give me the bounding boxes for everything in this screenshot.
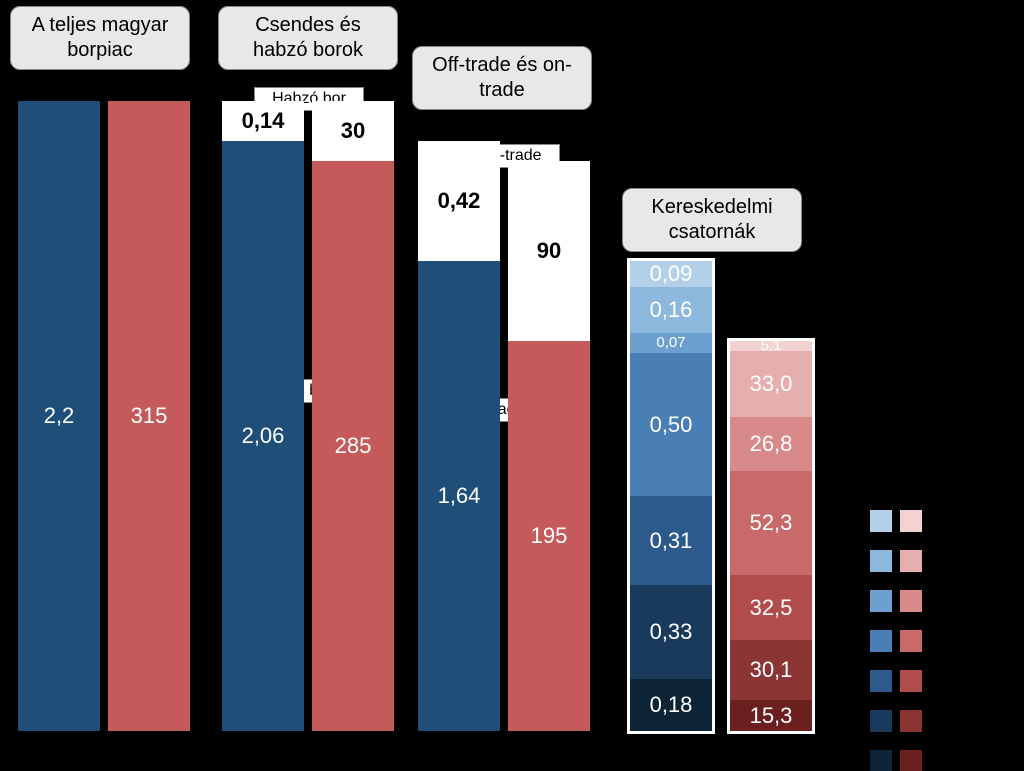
chart-bar: 1,640,42 [418, 141, 500, 731]
legend-swatch-red [900, 510, 922, 532]
bar-segment: 26,8 [730, 417, 812, 471]
legend-swatch-blue [870, 630, 892, 652]
bar-segment: 0,42 [418, 141, 500, 261]
bar-segment: 90 [508, 161, 590, 341]
bar-segment: 0,33 [630, 585, 712, 680]
legend-swatch-blue [870, 590, 892, 612]
legend-swatch-blue [870, 750, 892, 771]
legend-swatch-red [900, 590, 922, 612]
legend-swatch-red [900, 630, 922, 652]
legend-swatch-red [900, 550, 922, 572]
bar-segment: 0,18 [630, 679, 712, 731]
chart-bar: 28530 [312, 101, 394, 731]
legend-swatch-red [900, 750, 922, 771]
legend-swatch-red [900, 710, 922, 732]
chart-bar: 2,060,14 [222, 101, 304, 731]
group-title-total: A teljes magyar borpiac [10, 6, 190, 70]
bar-segment: 30,1 [730, 640, 812, 700]
bar-segment: 2,2 [18, 101, 100, 731]
bar-segment: 52,3 [730, 471, 812, 576]
bar-segment: 5,1 [730, 341, 812, 351]
chart-bar: 15,330,132,552,326,833,05,1 [730, 341, 812, 731]
bar-segment: 0,16 [630, 287, 712, 333]
chart-bar: 315 [108, 101, 190, 731]
bar-segment: 285 [312, 161, 394, 731]
bar-segment: 0,31 [630, 496, 712, 585]
bar-segment: 0,09 [630, 261, 712, 287]
bar-segment: 33,0 [730, 351, 812, 417]
bar-segment: 32,5 [730, 575, 812, 640]
legend-swatch-blue [870, 710, 892, 732]
bar-segment: 0,07 [630, 333, 712, 353]
legend-swatch-blue [870, 550, 892, 572]
bar-segment: 15,3 [730, 700, 812, 731]
bar-segment: 2,06 [222, 141, 304, 731]
legend-swatch-red [900, 670, 922, 692]
group-title-still-sparkling: Csendes és habzó borok [218, 6, 398, 70]
group-title-channels: Kereskedelmi csatornák [622, 188, 802, 252]
chart-bar: 19590 [508, 161, 590, 731]
bar-segment: 1,64 [418, 261, 500, 731]
chart-bar: 0,180,330,310,500,070,160,09 [630, 261, 712, 731]
group-title-off-on: Off-trade és on-trade [412, 46, 592, 110]
bar-segment: 195 [508, 341, 590, 731]
chart-bar: 2,2 [18, 101, 100, 731]
bar-segment: 30 [312, 101, 394, 161]
bar-segment: 0,14 [222, 101, 304, 141]
bar-segment: 0,50 [630, 353, 712, 496]
legend-swatch-blue [870, 670, 892, 692]
legend-swatch-blue [870, 510, 892, 532]
bar-segment: 315 [108, 101, 190, 731]
